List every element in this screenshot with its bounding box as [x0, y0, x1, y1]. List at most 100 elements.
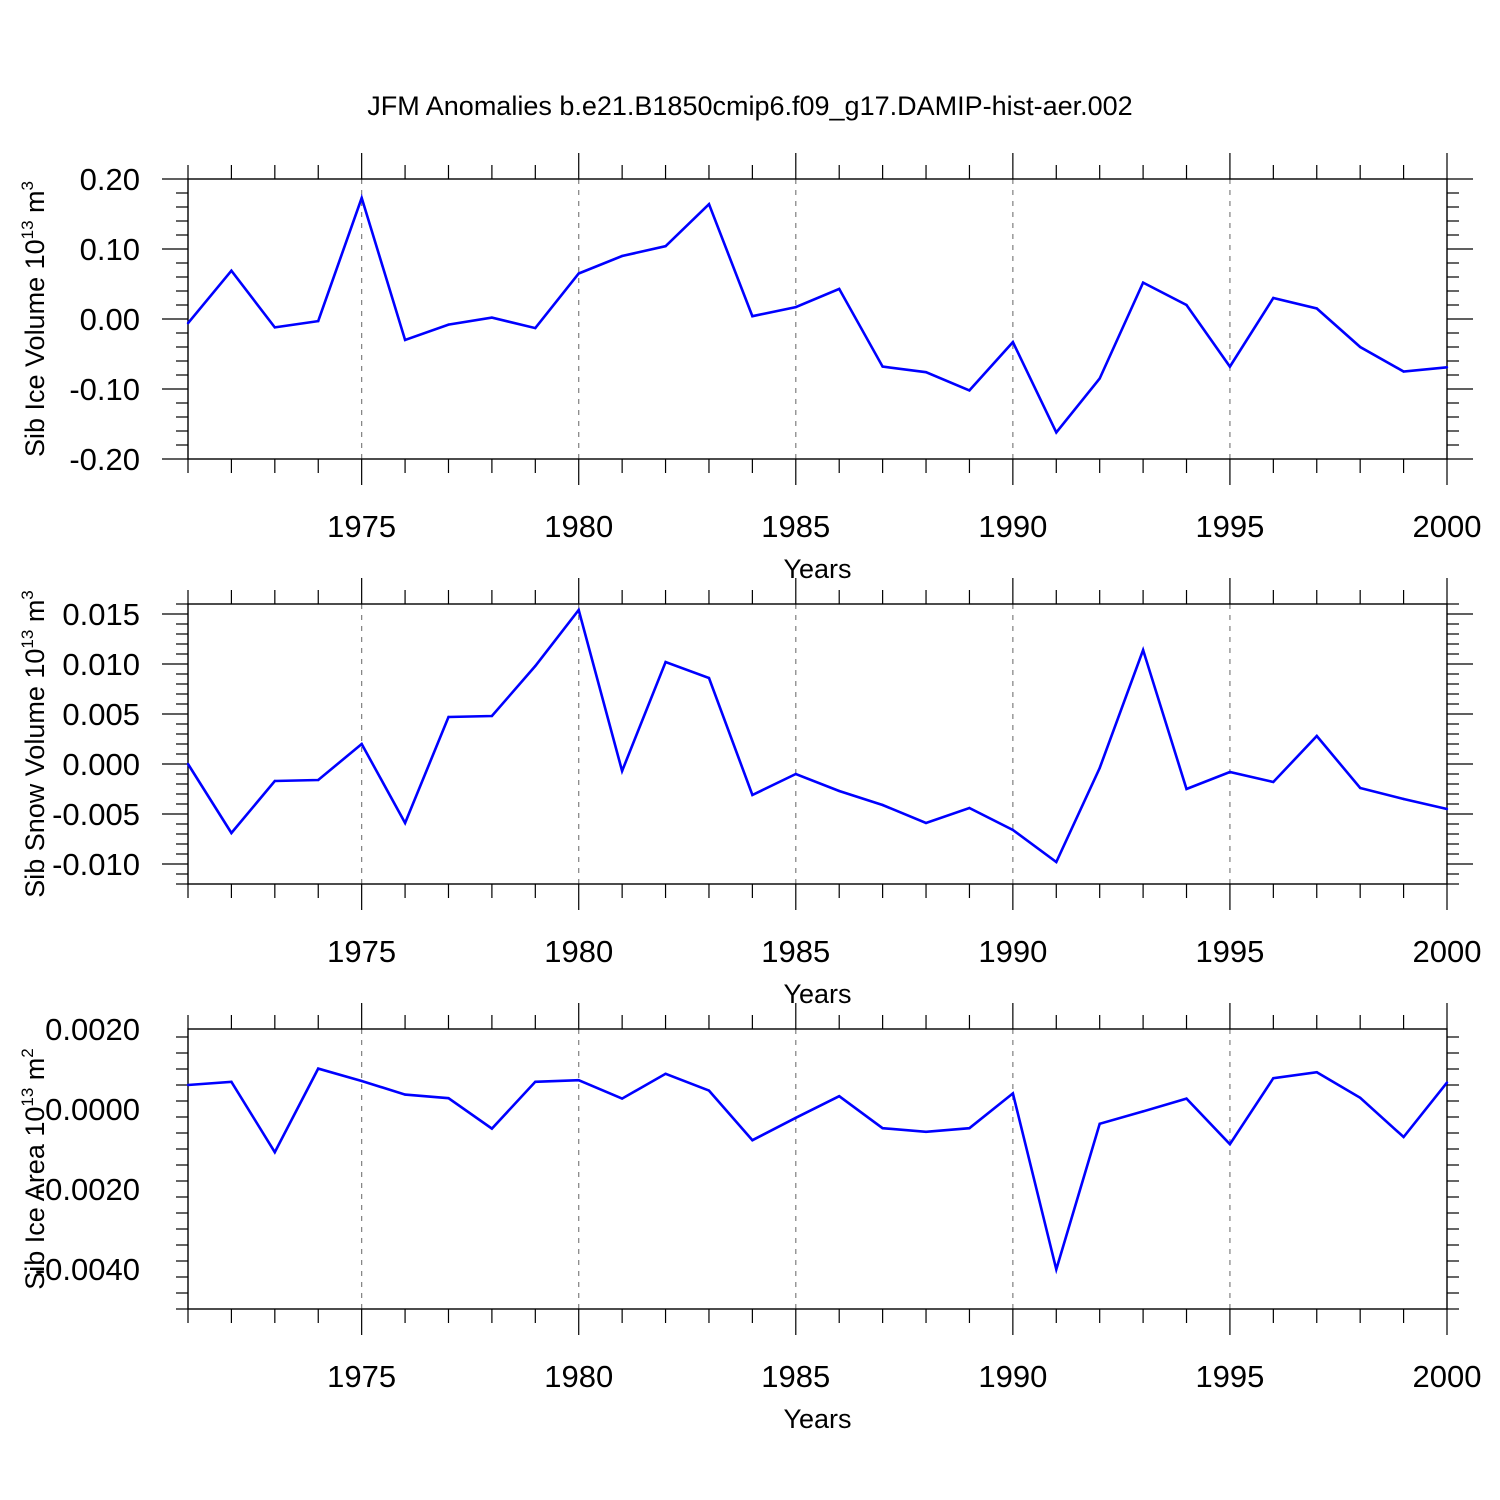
- data-point: [664, 660, 667, 664]
- data-point: [1315, 734, 1318, 738]
- data-point: [186, 762, 190, 766]
- data-point: [273, 326, 277, 329]
- series-line: [186, 193, 1448, 435]
- y-tick-label: 0.00: [80, 302, 140, 337]
- data-point: [881, 365, 884, 368]
- data-point: [577, 272, 580, 275]
- y-tick-label: 0.010: [62, 647, 140, 682]
- y-axis-label: Sib Snow Volume 1013 m3: [18, 590, 50, 898]
- plot-frame: [187, 178, 1448, 460]
- data-point: [1011, 828, 1015, 832]
- data-point: [751, 793, 754, 797]
- figure-title: JFM Anomalies b.e21.B1850cmip6.f09_g17.D…: [367, 91, 1132, 121]
- data-point: [794, 772, 797, 776]
- data-point: [1445, 1081, 1449, 1084]
- data-point: [1358, 1096, 1362, 1100]
- data-point: [1098, 766, 1101, 770]
- y-tick-label: 0.005: [62, 697, 140, 732]
- y-tick-label: -0.010: [52, 847, 140, 882]
- y-axis-label-unit: m: [20, 190, 50, 220]
- data-point: [707, 203, 711, 206]
- data-point: [1228, 770, 1232, 774]
- data-point: [230, 1080, 233, 1084]
- y-tick-label: -0.10: [69, 372, 140, 407]
- x-axis-label: Years: [783, 1404, 851, 1434]
- data-point: [186, 322, 190, 325]
- x-tick-label: 1990: [978, 934, 1047, 969]
- y-axis-label-base: Sib Ice Area 10: [20, 1107, 50, 1290]
- chart-panels: -0.20 -0.10 0.00 0.10 0.20 1975 1980 1985 1990 19…: [18, 153, 1481, 1434]
- data-point: [620, 1097, 624, 1100]
- data-point: [1141, 281, 1145, 284]
- x-tick-label: 1995: [1195, 1359, 1264, 1394]
- data-point: [794, 305, 797, 309]
- x-tick-label: 1985: [761, 934, 830, 969]
- data-point: [1228, 365, 1232, 368]
- x-tick-label: 1995: [1195, 934, 1264, 969]
- x-tick-label: 1975: [327, 934, 396, 969]
- y-tick-label: -0.005: [52, 797, 140, 832]
- data-point: [360, 742, 363, 746]
- data-point: [1055, 431, 1058, 434]
- x-tick-label: 2000: [1413, 509, 1482, 544]
- data-point: [1315, 307, 1318, 310]
- data-point: [1185, 787, 1188, 791]
- data-point: [881, 1127, 884, 1130]
- chart-panel-1: -0.20 -0.10 0.00 0.10 0.20 1975 1980 1985 1990 19…: [18, 153, 1481, 584]
- data-point: [707, 676, 711, 680]
- data-point: [664, 245, 667, 248]
- data-point: [1141, 648, 1145, 652]
- data-point: [751, 315, 754, 318]
- data-point: [317, 1067, 320, 1070]
- data-point: [230, 269, 233, 272]
- data-point: [924, 1130, 928, 1134]
- data-point: [1272, 296, 1275, 300]
- y-tick-label: 0.015: [62, 597, 140, 632]
- data-point: [1315, 1071, 1318, 1074]
- y-tick-label: -0.0020: [35, 1172, 140, 1207]
- chart-panel-3: -0.0040 -0.0020 0.0000 0.0020 1975 1980 1985 19…: [18, 1003, 1481, 1434]
- data-point: [534, 664, 537, 668]
- plot-frame: [187, 603, 1448, 885]
- data-point: [664, 1072, 667, 1076]
- data-point: [447, 1097, 450, 1100]
- data-point: [1185, 1097, 1188, 1100]
- x-tick-label: 1995: [1195, 509, 1264, 544]
- y-tick-label: 0.000: [62, 747, 140, 782]
- data-point: [447, 715, 450, 719]
- y-axis-label-unit-exponent: 3: [18, 590, 37, 599]
- data-point: [838, 789, 841, 793]
- data-point: [490, 316, 494, 319]
- x-axis-label: Years: [783, 979, 851, 1009]
- data-point: [1141, 1110, 1145, 1113]
- data-point: [1358, 345, 1362, 349]
- y-tick-label: 0.10: [80, 232, 140, 267]
- data-point: [1055, 860, 1058, 864]
- data-point: [1228, 1143, 1232, 1146]
- y-tick-label: 0.0000: [45, 1092, 140, 1127]
- plot-frame: [187, 1028, 1448, 1310]
- y-axis-label-unit: m: [20, 1058, 50, 1088]
- data-point: [924, 371, 928, 374]
- data-point: [317, 778, 320, 782]
- x-tick-label: 1975: [327, 1359, 396, 1394]
- data-point: [534, 1080, 537, 1084]
- y-axis-label-unit-exponent: 2: [18, 1048, 37, 1057]
- y-axis-label-base: Sib Ice Volume 10: [20, 239, 50, 457]
- data-point: [838, 287, 841, 291]
- data-point: [1402, 1135, 1405, 1139]
- data-point: [1098, 1122, 1101, 1126]
- data-point: [403, 821, 407, 825]
- y-axis-label: Sib Ice Volume 1013 m3: [18, 181, 50, 457]
- y-axis-label-exponent: 13: [18, 220, 37, 239]
- y-axis-label-exponent: 13: [18, 1088, 37, 1107]
- data-point: [1011, 1092, 1015, 1095]
- data-point: [1402, 797, 1405, 801]
- x-axis-label: Years: [783, 554, 851, 584]
- x-tick-label: 1980: [544, 934, 613, 969]
- chart-panel-2: -0.010 -0.005 0.000 0.005 0.010 0.015 1975 1980…: [18, 578, 1481, 1009]
- data-point: [1011, 340, 1015, 344]
- data-point: [620, 254, 624, 258]
- x-tick-label: 1990: [978, 509, 1047, 544]
